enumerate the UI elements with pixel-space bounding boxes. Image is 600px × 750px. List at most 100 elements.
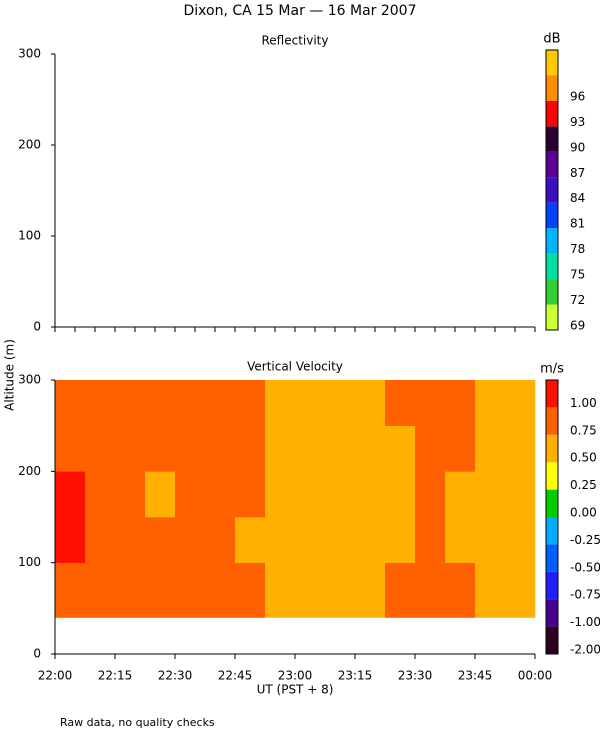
heatmap-cell — [475, 562, 506, 618]
colorbar-box — [546, 544, 558, 572]
heatmap-cell — [115, 380, 146, 426]
heatmap-cell — [205, 425, 236, 472]
heatmap-cell — [205, 562, 236, 618]
heatmap-cell — [475, 425, 506, 472]
heatmap-cell — [295, 517, 326, 563]
colorbar-box — [546, 407, 558, 435]
colorbar-frame — [545, 379, 559, 655]
heatmap-cell — [265, 517, 296, 563]
colorbar-box — [546, 434, 558, 463]
heatmap-cell — [385, 517, 416, 563]
heatmap-cell — [175, 425, 206, 472]
colorbar-box — [546, 279, 558, 305]
panel-title: Reflectivity — [261, 34, 328, 48]
heatmap-cell — [445, 425, 476, 472]
colorbar-label: 0.25 — [570, 478, 597, 492]
heatmap-cell — [175, 562, 206, 618]
colorbar-box — [546, 151, 558, 178]
heatmap-cell — [415, 562, 446, 618]
colorbar-box — [546, 489, 558, 517]
heatmap-cell — [325, 562, 356, 618]
heatmap-cell — [55, 517, 86, 563]
heatmap-cell — [295, 425, 326, 472]
heatmap-cell — [295, 562, 326, 618]
colorbar-box — [546, 75, 558, 101]
x-tick-label: 22:45 — [218, 669, 253, 683]
x-tick-label: 22:30 — [158, 669, 193, 683]
y-tick-label: 200 — [18, 138, 41, 152]
heatmap-cell — [505, 562, 536, 618]
colorbar-box — [546, 50, 558, 76]
heatmap-cell — [85, 380, 116, 426]
x-tick-label: 22:00 — [38, 669, 73, 683]
heatmap-cell — [385, 380, 416, 426]
heatmap-cell — [115, 517, 146, 563]
colorbar-label: 0.00 — [570, 506, 597, 520]
colorbar-label: 93 — [570, 115, 585, 129]
colorbar-box — [546, 253, 558, 280]
colorbar-box — [546, 571, 558, 600]
heatmap-cell — [355, 471, 386, 518]
colorbar-label: 87 — [570, 166, 585, 180]
heatmap-cell — [325, 380, 356, 426]
colorbar-label: 72 — [570, 293, 585, 307]
colorbar-label: 75 — [570, 268, 585, 282]
heatmap-cell — [85, 517, 116, 563]
heatmap-cell — [235, 380, 266, 426]
page-title: Dixon, CA 15 Mar — 16 Mar 2007 — [183, 3, 416, 19]
colorbar-label: 69 — [570, 319, 585, 333]
heatmap-cell — [115, 562, 146, 618]
colorbar-label: 90 — [570, 140, 585, 154]
colorbar-box — [546, 517, 558, 545]
colorbar-box — [546, 462, 558, 490]
heatmap-cell — [205, 517, 236, 563]
heatmap-cell — [325, 517, 356, 563]
y-tick-label: 300 — [18, 373, 41, 387]
heatmap-cell — [85, 562, 116, 618]
y-tick-label: 100 — [18, 229, 41, 243]
colorbar-label: 0.50 — [570, 451, 597, 465]
heatmap-cell — [205, 380, 236, 426]
x-tick-label: 00:00 — [518, 669, 553, 683]
y-tick-label: 0 — [33, 320, 41, 334]
heatmap-cell — [505, 380, 536, 426]
heatmap-cell — [295, 380, 326, 426]
heatmap-cell — [505, 517, 536, 563]
x-tick-label: 23:15 — [338, 669, 373, 683]
colorbar-label: 84 — [570, 191, 585, 205]
y-tick-label: 100 — [18, 555, 41, 569]
heatmap-cell — [415, 517, 446, 563]
colorbar-label: 78 — [570, 242, 585, 256]
heatmap-cell — [145, 380, 176, 426]
heatmap-cell — [385, 425, 416, 472]
colorbar-label: -0.50 — [570, 560, 600, 574]
heatmap-cell — [115, 471, 146, 518]
heatmap-cell — [415, 425, 446, 472]
heatmap-cell — [295, 471, 326, 518]
heatmap-cell — [55, 562, 86, 618]
colorbar-label: 1.00 — [570, 396, 597, 410]
heatmap-cell — [265, 471, 296, 518]
heatmap-cell — [55, 380, 86, 426]
heatmap-cell — [355, 562, 386, 618]
heatmap-cell — [325, 425, 356, 472]
heatmap-cell — [475, 517, 506, 563]
colorbar-box — [546, 304, 558, 330]
colorbar-box — [546, 100, 558, 127]
heatmap-cell — [235, 562, 266, 618]
colorbar-unit: m/s — [540, 362, 564, 377]
y-tick-label: 200 — [18, 464, 41, 478]
heatmap-cell — [235, 517, 266, 563]
colorbar-box — [546, 228, 558, 254]
heatmap-cell — [235, 425, 266, 472]
note: Raw data, no quality checks — [60, 716, 215, 729]
heatmap-cell — [475, 380, 506, 426]
colorbar-box — [546, 599, 558, 627]
x-tick-label: 22:15 — [98, 669, 133, 683]
heatmap-cell — [325, 471, 356, 518]
colorbar-unit: dB — [543, 32, 560, 47]
heatmap-cell — [145, 517, 176, 563]
heatmap-cell — [445, 562, 476, 618]
heatmap-cell — [175, 517, 206, 563]
